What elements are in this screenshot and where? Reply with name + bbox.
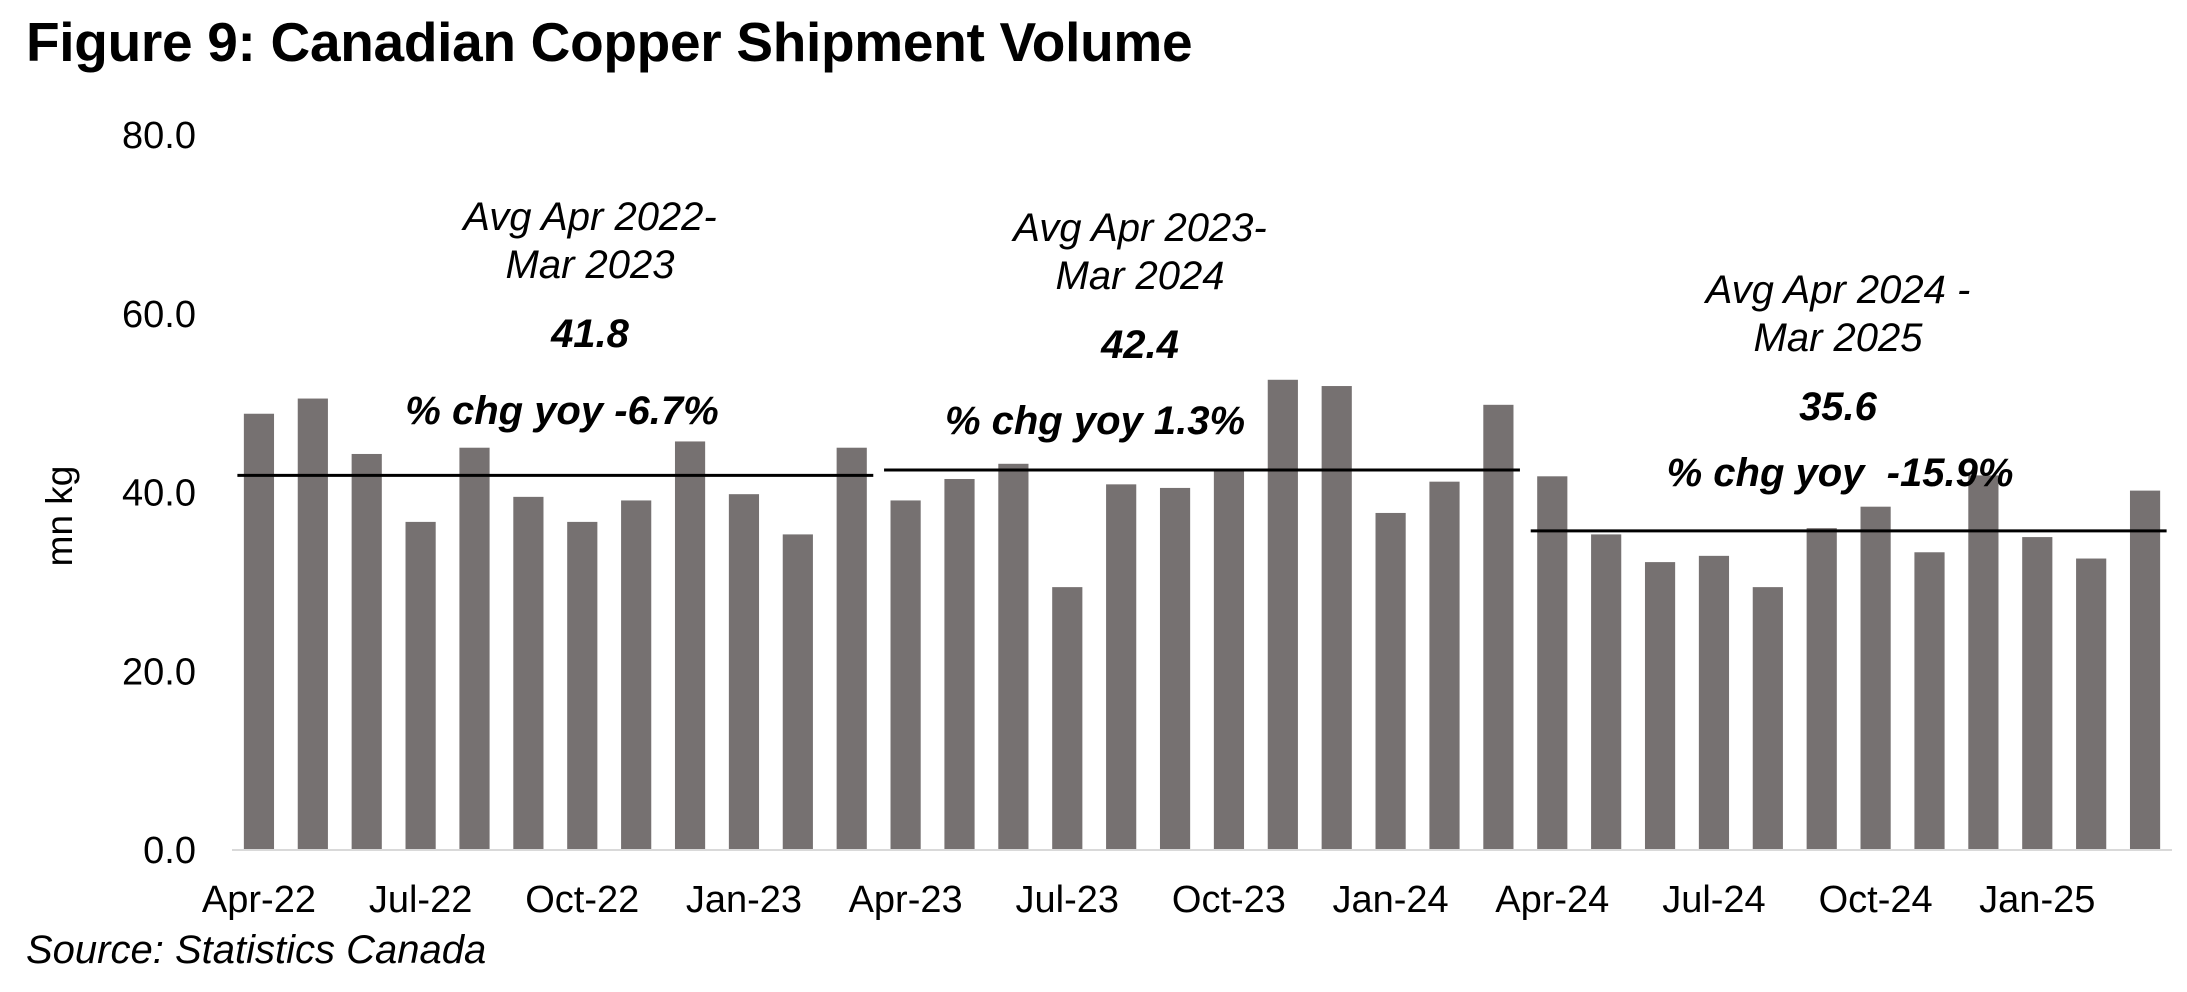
bar-series [243,379,2161,849]
bar [1213,470,1245,849]
bar [1483,404,1514,849]
yoy-change-label: % chg yoy -15.9% [1667,451,2014,495]
bar [1429,481,1460,849]
bar [1860,506,1891,849]
yoy-change-label: % chg yoy -6.7% [405,389,718,433]
bar [1591,534,1622,849]
average-period-label: Mar 2024 [1056,254,1225,298]
x-tick-label: Oct-22 [525,879,639,921]
x-tick-label: Jan-23 [686,879,802,921]
bar [1106,484,1137,849]
x-tick-label: Oct-23 [1172,879,1286,921]
average-value-label: 35.6 [1799,385,1878,429]
bar [567,521,598,849]
bar [1644,562,1676,849]
average-value-label: 42.4 [1100,323,1179,367]
bar [944,478,975,849]
y-tick-label: 0.0 [143,830,196,872]
bar [1375,512,1406,849]
bar [459,447,490,849]
bar [1321,386,1352,849]
average-annotations: Avg Apr 2022-Mar 2023 41.8 % chg yoy -6.7%… [405,195,2013,495]
bar [728,494,760,849]
average-period-label: Mar 2023 [506,243,675,287]
bar [1806,528,1837,849]
x-tick-label: Apr-22 [202,879,316,921]
x-tick-label: Jan-24 [1333,879,1449,921]
bar [243,413,275,849]
bar [297,398,328,849]
bar [1267,379,1298,849]
x-tick-label: Apr-23 [849,879,963,921]
bar [1914,552,1945,849]
y-tick-label: 80.0 [122,115,196,157]
bar [1752,587,1783,849]
bar [621,500,652,849]
average-period-label: Avg Apr 2024 - [1704,268,1971,312]
average-value-label: 41.8 [550,312,630,356]
y-axis-label: mn kg [39,466,80,567]
bar [674,441,706,849]
figure-title: Figure 9: Canadian Copper Shipment Volum… [26,11,1193,73]
bar [1159,487,1191,849]
y-axis-ticks: 0.0 20.0 40.0 60.0 80.0 [122,115,196,872]
bar [1968,475,1999,849]
bar [513,496,544,849]
yoy-change-label: % chg yoy 1.3% [945,399,1245,443]
bar [1052,587,1083,849]
bar [2022,537,2053,849]
bar [2076,558,2107,849]
bar [890,500,921,849]
average-period-label: Avg Apr 2022- [461,195,717,239]
source-note: Source: Statistics Canada [26,928,487,972]
x-tick-label: Apr-24 [1495,879,1609,921]
bar [1698,555,1730,849]
average-period-label: Mar 2025 [1754,316,1924,360]
y-tick-label: 60.0 [122,294,196,336]
average-lines [237,468,2167,533]
y-tick-label: 20.0 [122,651,196,693]
bar [782,534,813,849]
y-tick-label: 40.0 [122,473,196,515]
x-axis-ticks: Apr-22 Jul-22 Oct-22 Jan-23 Apr-23 Jul-23 Oct-… [202,879,2095,921]
bar [836,447,867,849]
x-tick-label: Jan-25 [1979,879,2095,921]
bar [2129,490,2161,849]
x-tick-label: Jul-24 [1662,879,1766,921]
average-period-label: Avg Apr 2023- [1011,206,1267,250]
bar [998,463,1029,849]
bar [1537,476,1568,849]
x-tick-label: Oct-24 [1819,879,1933,921]
x-tick-label: Jul-22 [369,879,473,921]
bar [351,453,382,849]
x-tick-label: Jul-23 [1016,879,1120,921]
bar [405,521,436,849]
